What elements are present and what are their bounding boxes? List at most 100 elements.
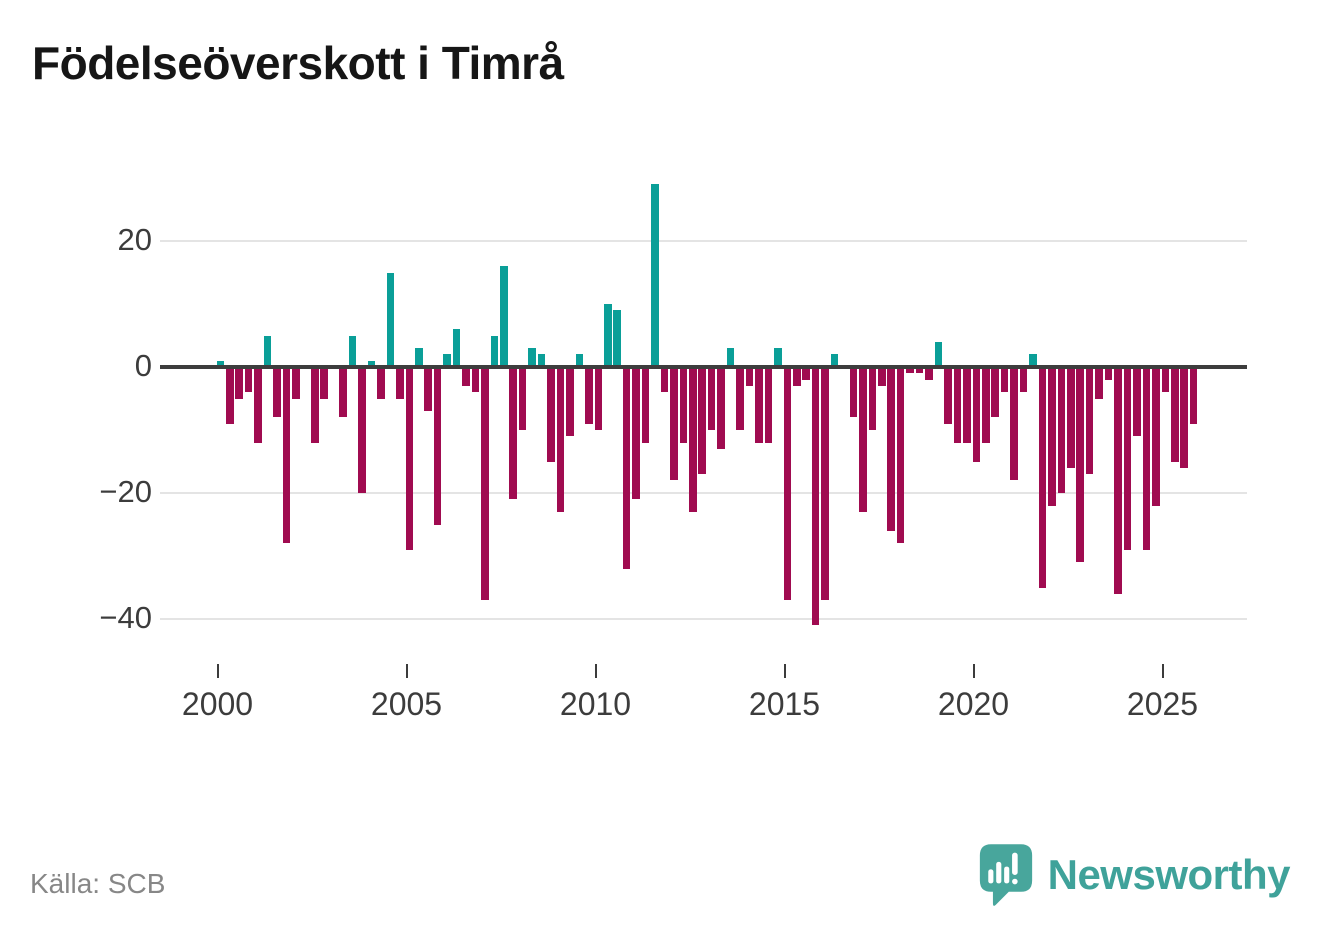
bar-negative	[566, 367, 574, 437]
bar-negative	[868, 367, 877, 430]
bar-negative	[462, 367, 470, 386]
zero-axis-line	[160, 365, 1247, 369]
bar-negative	[1076, 367, 1085, 563]
bar-positive	[774, 348, 782, 367]
newsworthy-icon	[979, 844, 1032, 906]
x-tick-mark	[405, 664, 408, 678]
bar-positive	[528, 348, 536, 367]
brand-name: Newsworthy	[1047, 851, 1291, 898]
bar-negative	[764, 367, 773, 443]
bar-negative	[1142, 367, 1151, 550]
bar-negative	[1170, 367, 1179, 462]
bar-negative	[906, 367, 914, 374]
bar-positive	[367, 360, 376, 367]
bar-positive	[603, 304, 612, 367]
bar-negative	[509, 367, 518, 500]
bar-negative	[717, 367, 725, 449]
bar-negative	[1000, 367, 1009, 393]
bar-negative	[1085, 367, 1094, 475]
bar-negative	[972, 367, 981, 462]
bar-negative	[405, 367, 414, 550]
bar-negative	[792, 367, 801, 386]
chart-title: Födelseöverskott i Timrå	[32, 37, 564, 89]
plot-area	[160, 180, 1247, 645]
bar-positive	[216, 360, 225, 367]
bar-positive	[500, 266, 508, 367]
bar-positive	[726, 348, 735, 367]
bar-negative	[632, 367, 640, 500]
gridline	[160, 618, 1247, 620]
bar-negative	[585, 367, 593, 424]
bar-positive	[490, 335, 499, 367]
bar-negative	[991, 367, 999, 418]
bar-negative	[1048, 367, 1056, 506]
bar-negative	[783, 367, 792, 601]
bar-positive	[452, 329, 461, 367]
y-axis-labels: 20 0 −20 −40	[0, 0, 152, 939]
bar-negative	[1180, 367, 1188, 468]
bar-negative	[755, 367, 763, 443]
bar-positive	[386, 272, 395, 367]
x-tick-label: 2010	[559, 686, 632, 722]
bar-negative	[745, 367, 754, 386]
y-tick-label: 20	[117, 222, 152, 257]
bar-negative	[1057, 367, 1066, 493]
bar-negative	[887, 367, 896, 531]
bar-negative	[944, 367, 952, 424]
x-tick-label: 2025	[1126, 686, 1199, 722]
bar-positive	[443, 354, 451, 367]
bar-negative	[689, 367, 697, 512]
bar-positive	[414, 348, 423, 367]
bar-negative	[1095, 367, 1103, 399]
bar-negative	[292, 367, 300, 399]
bar-negative	[1133, 367, 1141, 437]
gridline	[160, 240, 1247, 242]
bar-negative	[660, 367, 669, 393]
bar-negative	[481, 367, 489, 601]
bar-negative	[594, 367, 603, 430]
bar-negative	[1189, 367, 1198, 424]
bar-negative	[339, 367, 347, 418]
bar-negative	[358, 367, 366, 493]
bar-negative	[235, 367, 243, 399]
x-tick-label: 2000	[181, 686, 254, 722]
bar-negative	[698, 367, 707, 475]
source-note: Källa: SCB	[30, 868, 166, 899]
bar-negative	[1161, 367, 1170, 393]
bar-negative	[556, 367, 565, 512]
bar-negative	[707, 367, 716, 430]
bar-negative	[1152, 367, 1160, 506]
bar-positive	[613, 310, 621, 367]
bar-negative	[282, 367, 291, 544]
bar-negative	[963, 367, 971, 443]
bar-negative	[244, 367, 253, 393]
x-tick-mark	[1161, 664, 1164, 678]
bar-negative	[981, 367, 990, 443]
bar-positive	[651, 184, 659, 367]
y-tick-label: −20	[99, 474, 152, 509]
bar-negative	[254, 367, 262, 443]
bar-negative	[736, 367, 744, 430]
bar-negative	[311, 367, 319, 443]
bar-negative	[622, 367, 631, 569]
x-tick-mark	[783, 664, 786, 678]
bar-positive	[1029, 354, 1037, 367]
bar-negative	[547, 367, 555, 462]
bar-negative	[424, 367, 432, 412]
bar-negative	[1104, 367, 1113, 380]
bar-positive	[830, 354, 839, 367]
bar-negative	[273, 367, 281, 418]
x-tick-mark	[216, 664, 219, 678]
x-tick-mark	[972, 664, 975, 678]
bar-negative	[670, 367, 678, 481]
x-tick-label: 2020	[937, 686, 1010, 722]
brand-logo: Newsworthy	[978, 842, 1291, 908]
bar-positive	[575, 354, 584, 367]
y-tick-label: −40	[99, 600, 152, 635]
gridline	[160, 492, 1247, 494]
x-tick-label: 2015	[748, 686, 821, 722]
bar-negative	[471, 367, 480, 393]
bar-positive	[263, 335, 272, 367]
